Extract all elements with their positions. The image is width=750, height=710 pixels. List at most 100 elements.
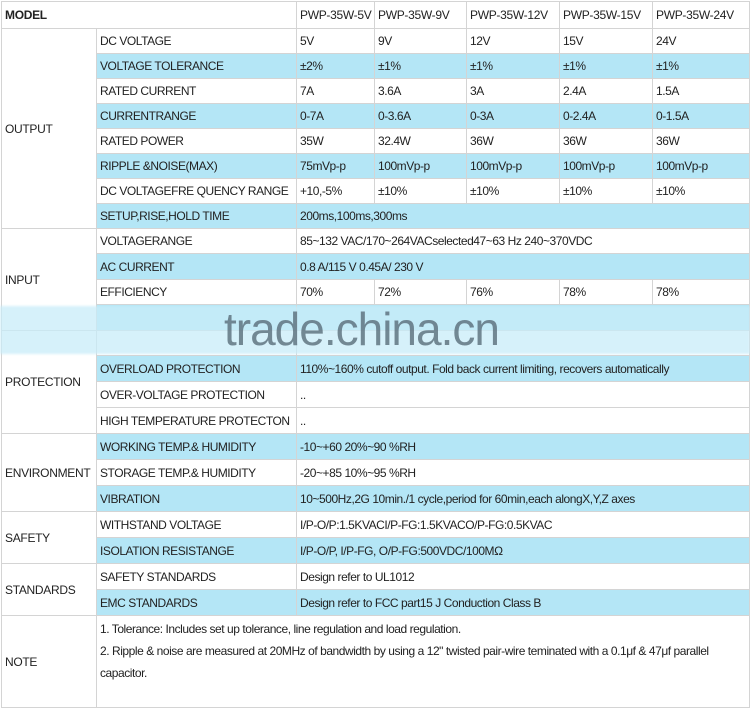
param-value: ±10% [652, 178, 750, 204]
param-value: 36W [652, 128, 750, 154]
model-name: PWP-35W-5V [296, 1, 375, 29]
param-value: 100mVp-p [559, 153, 653, 179]
model-name: PWP-35W-24V [652, 1, 750, 29]
spec-row: OVERLOAD PROTECTION 110%~160% cutoff outp… [2, 355, 750, 382]
param-label: RATED POWER [96, 128, 297, 154]
param-label: DC VOLTAGE [96, 28, 297, 54]
spec-row: SETUP,RISE,HOLD TIME 200ms,100ms,300ms [2, 203, 750, 229]
section-label: ENVIRONMENT [1, 433, 97, 512]
param-label: SAFETY STANDARDS [96, 563, 297, 590]
spec-row: AC CURRENT 0.8 A/115 V 0.45A/ 230 V [2, 253, 750, 280]
note-line: 2. Ripple & noise are measured at 20MHz … [100, 644, 709, 680]
param-label: STORAGE TEMP.& HUMIDITY [96, 459, 297, 486]
note-line: 1. Tolerance: Includes set up tolerance,… [100, 622, 461, 636]
param-value: 0-7A [296, 103, 375, 129]
param-value: 36W [559, 128, 653, 154]
spec-row: CURRENTRANGE 0-7A 0-3.6A 0-3A 0-2.4A 0-1.5A [2, 103, 750, 129]
param-label: OVER-VOLTAGE PROTECTION [96, 381, 297, 408]
param-value: 0-2.4A [559, 103, 653, 129]
param-value: ±1% [374, 53, 467, 79]
model-name: PWP-35W-9V [374, 1, 467, 29]
param-label: SETUP,RISE,HOLD TIME [96, 203, 297, 229]
param-value: 75mVp-p [296, 153, 375, 179]
section-label: OUTPUT [1, 28, 97, 229]
param-value: ±1% [559, 53, 653, 79]
param-value: 100mVp-p [652, 153, 750, 179]
spec-row: INPUT VOLTAGERANGE 85~132 VAC/170~264VACse… [1, 228, 750, 331]
param-value: 24V [652, 28, 750, 54]
param-value: ±10% [559, 178, 653, 204]
param-value: Design refer to UL1012 [296, 563, 750, 590]
param-value: 100mVp-p [374, 153, 467, 179]
param-value: 0.8 A/115 V 0.45A/ 230 V [296, 253, 750, 280]
param-value: 32.4W [374, 128, 467, 154]
param-value: 3A [466, 78, 560, 104]
param-value: Design refer to FCC part15 J Conduction … [296, 589, 750, 616]
param-label: AC CURRENT [96, 253, 297, 280]
note-row: NOTE 1. Tolerance: Includes set up tolera… [1, 615, 750, 708]
param-value: ±1% [652, 53, 750, 79]
spec-row: STANDARDS SAFETY STANDARDS Design refer to… [1, 563, 750, 616]
param-label: WORKING TEMP.& HUMIDITY [96, 433, 297, 460]
section-label: SAFETY [1, 511, 97, 564]
param-label: CURRENTRANGE [96, 103, 297, 129]
param-value: 15V [559, 28, 653, 54]
section-label: STANDARDS [1, 563, 97, 616]
param-value: 5V [296, 28, 375, 54]
model-name: PWP-35W-15V [559, 1, 653, 29]
param-value: I/P-O/P, I/P-FG, O/P-FG:500VDC/100MΩ [296, 537, 750, 564]
param-value: 1.5A [652, 78, 750, 104]
param-value: 0-3.6A [374, 103, 467, 129]
param-value: I/P-O/P:1.5KVACI/P-FG:1.5KVACO/P-FG:0.5K… [296, 511, 750, 538]
spec-row: DC VOLTAGEFRE QUENCY RANGE +10,-5% ±10% ±10… [2, 178, 750, 204]
spec-row: SAFETY WITHSTAND VOLTAGE I/P-O/P:1.5KVACI/… [1, 511, 750, 564]
spec-row: EMC STANDARDS Design refer to FCC part15 … [2, 589, 750, 616]
param-value: +10,-5% [296, 178, 375, 204]
param-label: VOLTAGERANGE [96, 228, 297, 254]
section-label: NOTE [1, 615, 97, 708]
param-value: ±1% [466, 53, 560, 79]
param-label: EFFICIENCY [96, 279, 297, 305]
spec-row: STORAGE TEMP.& HUMIDITY -20~+85 10%~95 %R… [2, 459, 750, 486]
param-value: .. [296, 381, 750, 408]
param-value: 12V [466, 28, 560, 54]
param-value: 72% [374, 279, 467, 305]
param-value: 7A [296, 78, 375, 104]
spec-row: VIBRATION 10~500Hz,2G 10min./1 cycle,peri… [2, 485, 750, 512]
param-value: 110%~160% cutoff output. Fold back curre… [296, 355, 750, 382]
spec-row: EFFICIENCY 70% 72% 76% 78% 78% [2, 279, 750, 305]
param-value: 78% [559, 279, 653, 305]
watermark-text: trade.china.cn [224, 303, 500, 355]
param-value: 0-1.5A [652, 103, 750, 129]
param-value: 36W [466, 128, 560, 154]
note-text: 1. Tolerance: Includes set up tolerance,… [96, 615, 750, 708]
param-value: 0-3A [466, 103, 560, 129]
param-value: 70% [296, 279, 375, 305]
model-label: MODEL [1, 1, 297, 29]
param-value: .. [296, 407, 750, 434]
spec-row: RATED POWER 35W 32.4W 36W 36W 36W [2, 128, 750, 154]
param-label: ISOLATION RESISTANGE [96, 537, 297, 564]
param-value: 85~132 VAC/170~264VACselected47~63 Hz 24… [296, 228, 750, 254]
param-value: 3.6A [374, 78, 467, 104]
param-label: VIBRATION [96, 485, 297, 512]
param-value: 35W [296, 128, 375, 154]
param-value: 9V [374, 28, 467, 54]
spec-row: ENVIRONMENT WORKING TEMP.& HUMIDITY -10~+6… [1, 433, 750, 512]
spec-row: RATED CURRENT 7A 3.6A 3A 2.4A 1.5A [2, 78, 750, 104]
param-value: ±10% [374, 178, 467, 204]
spec-row: OVER-VOLTAGE PROTECTION.. [2, 381, 750, 408]
param-label: EMC STANDARDS [96, 589, 297, 616]
spec-row: OUTPUT DC VOLTAGE 5V 9V 12V 15V 24V [1, 28, 750, 229]
param-value: -10~+60 20%~90 %RH [296, 433, 750, 460]
spec-row: ISOLATION RESISTANGE I/P-O/P, I/P-FG, O/P… [2, 537, 750, 564]
param-value: 76% [466, 279, 560, 305]
param-label: VOLTAGE TOLERANCE [96, 53, 297, 79]
header-row: MODEL PWP-35W-5V PWP-35W-9V PWP-35W-12V PWP-… [1, 1, 750, 29]
param-value: 2.4A [559, 78, 653, 104]
watermark-band [0, 306, 750, 354]
param-label: DC VOLTAGEFRE QUENCY RANGE [96, 178, 297, 204]
spec-row: RIPPLE &NOISE(MAX) 75mVp-p 100mVp-p 100mVp-… [2, 153, 750, 179]
param-label: RIPPLE &NOISE(MAX) [96, 153, 297, 179]
param-label: OVERLOAD PROTECTION [96, 355, 297, 382]
